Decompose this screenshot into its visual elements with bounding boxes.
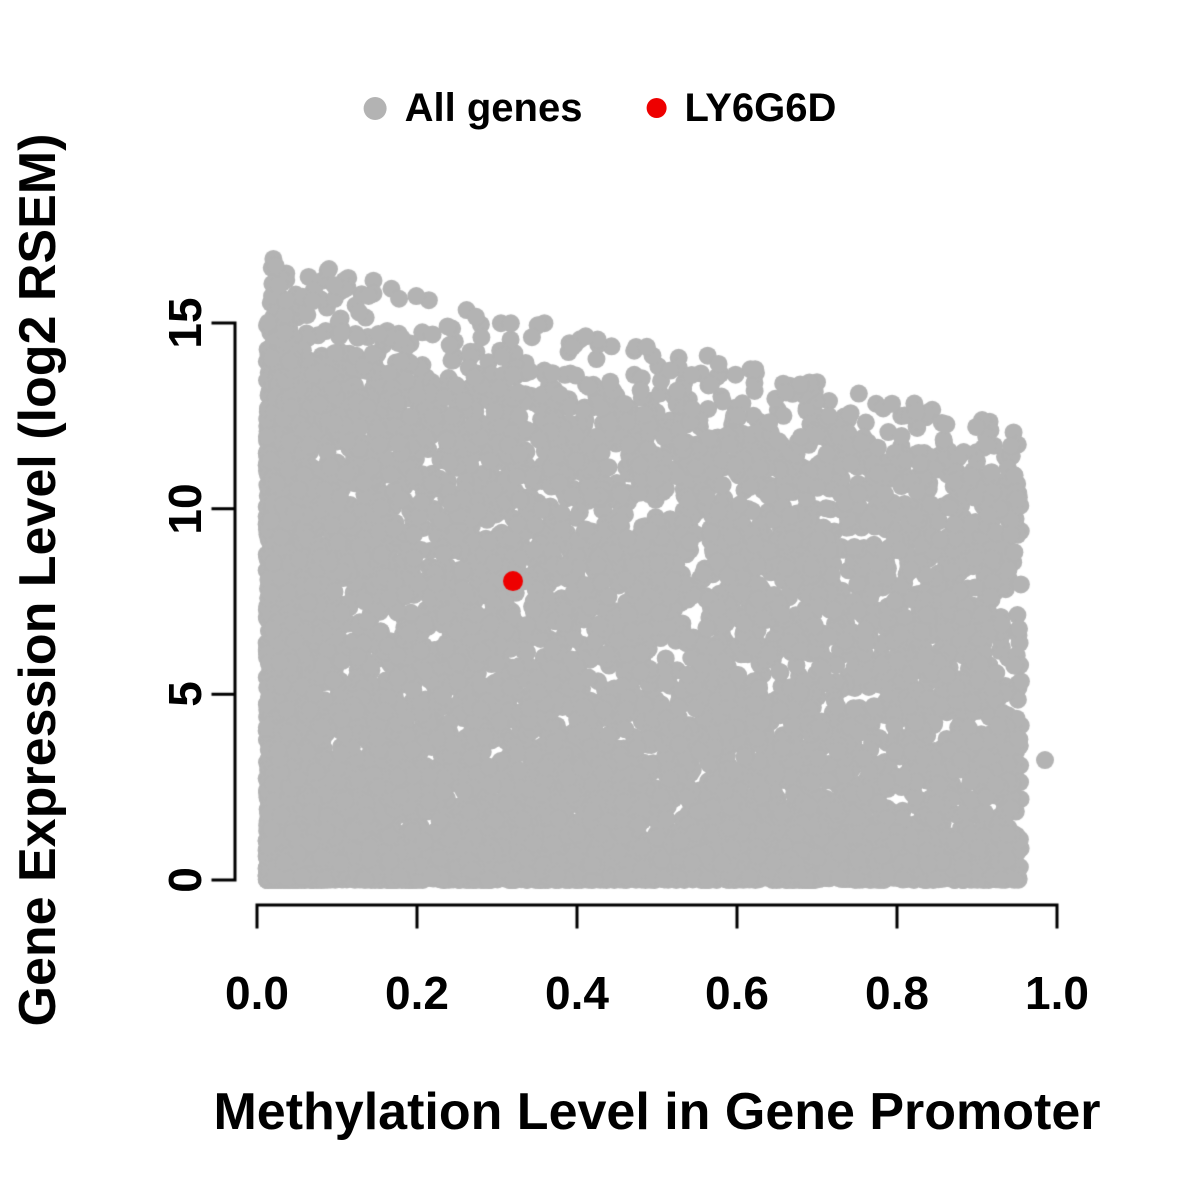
x-axis-title: Methylation Level in Gene Promoter — [213, 1083, 1101, 1141]
x-tick-label: 0.0 — [225, 967, 289, 1019]
y-tick-label: 15 — [159, 297, 211, 349]
ly6g6d-marker-icon — [646, 98, 667, 118]
legend-spacer — [600, 108, 628, 109]
y-axis-title: Gene Expression Level (log2 RSEM) — [9, 133, 67, 1027]
x-tick-label: 0.6 — [705, 967, 769, 1019]
y-tick-label: 0 — [159, 867, 211, 893]
x-tick-label: 0.4 — [545, 967, 609, 1019]
all-genes-marker-icon — [363, 96, 387, 120]
legend-label-ly6g6d: LY6G6D — [684, 86, 837, 130]
y-tick-label: 10 — [159, 483, 211, 535]
x-tick-label: 0.2 — [385, 967, 449, 1019]
legend: All genes LY6G6D — [363, 84, 837, 132]
y-tick-label: 5 — [159, 681, 211, 708]
x-tick-label: 1.0 — [1025, 967, 1089, 1019]
x-tick-label: 0.8 — [865, 967, 929, 1019]
legend-label-all-genes: All genes — [404, 86, 583, 130]
